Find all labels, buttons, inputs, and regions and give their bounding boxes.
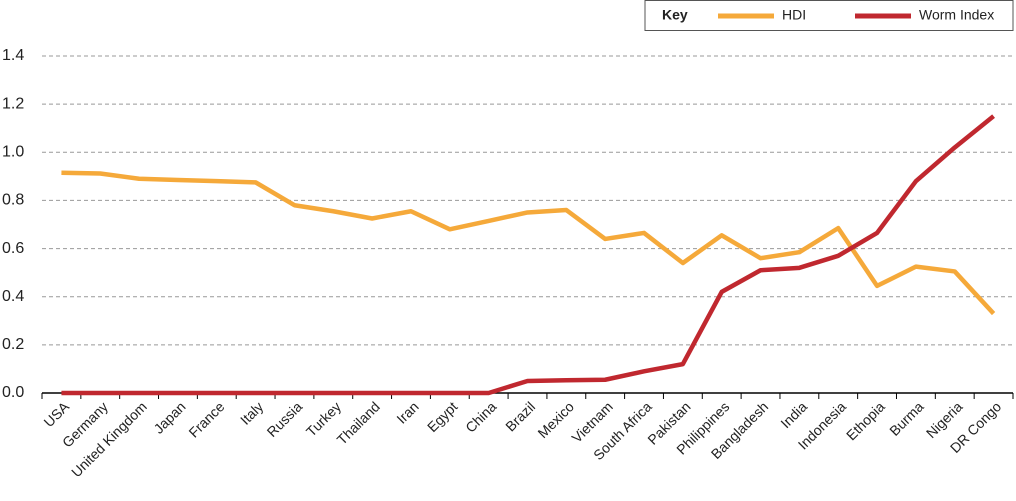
line-series [61,170,996,316]
y-tick-label: 0.4 [2,288,24,305]
x-tick-label: Ethopia [843,398,888,443]
y-tick-label: 0.0 [2,384,24,401]
x-tick-label: Italy [237,398,266,427]
x-tick-label: Brazil [502,398,538,434]
x-tick-label: Iran [393,398,421,426]
legend-label: Worm Index [919,7,994,23]
y-tick-label: 1.2 [2,95,24,112]
x-tick-label: India [777,398,810,431]
legend-title: Key [662,7,688,23]
legend-label: HDI [782,7,806,23]
y-tick-label: 1.0 [2,144,24,161]
x-tick-label: USA [40,398,72,430]
x-tick-label: Thailand [334,398,383,447]
y-tick-label: 0.2 [2,336,24,353]
y-tick-label: 0.6 [2,240,24,257]
x-tick-label: France [185,398,227,440]
x-tick-label: Egypt [424,398,461,435]
legend-box [644,0,1014,31]
x-tick-label: China [462,398,499,435]
x-tick-label: Russia [264,398,306,440]
line-series [61,114,995,396]
x-tick-label: Burma [886,398,927,439]
y-tick-label: 0.8 [2,192,24,209]
x-tick-label: Japan [150,398,188,436]
y-tick-label: 1.4 [2,47,24,64]
